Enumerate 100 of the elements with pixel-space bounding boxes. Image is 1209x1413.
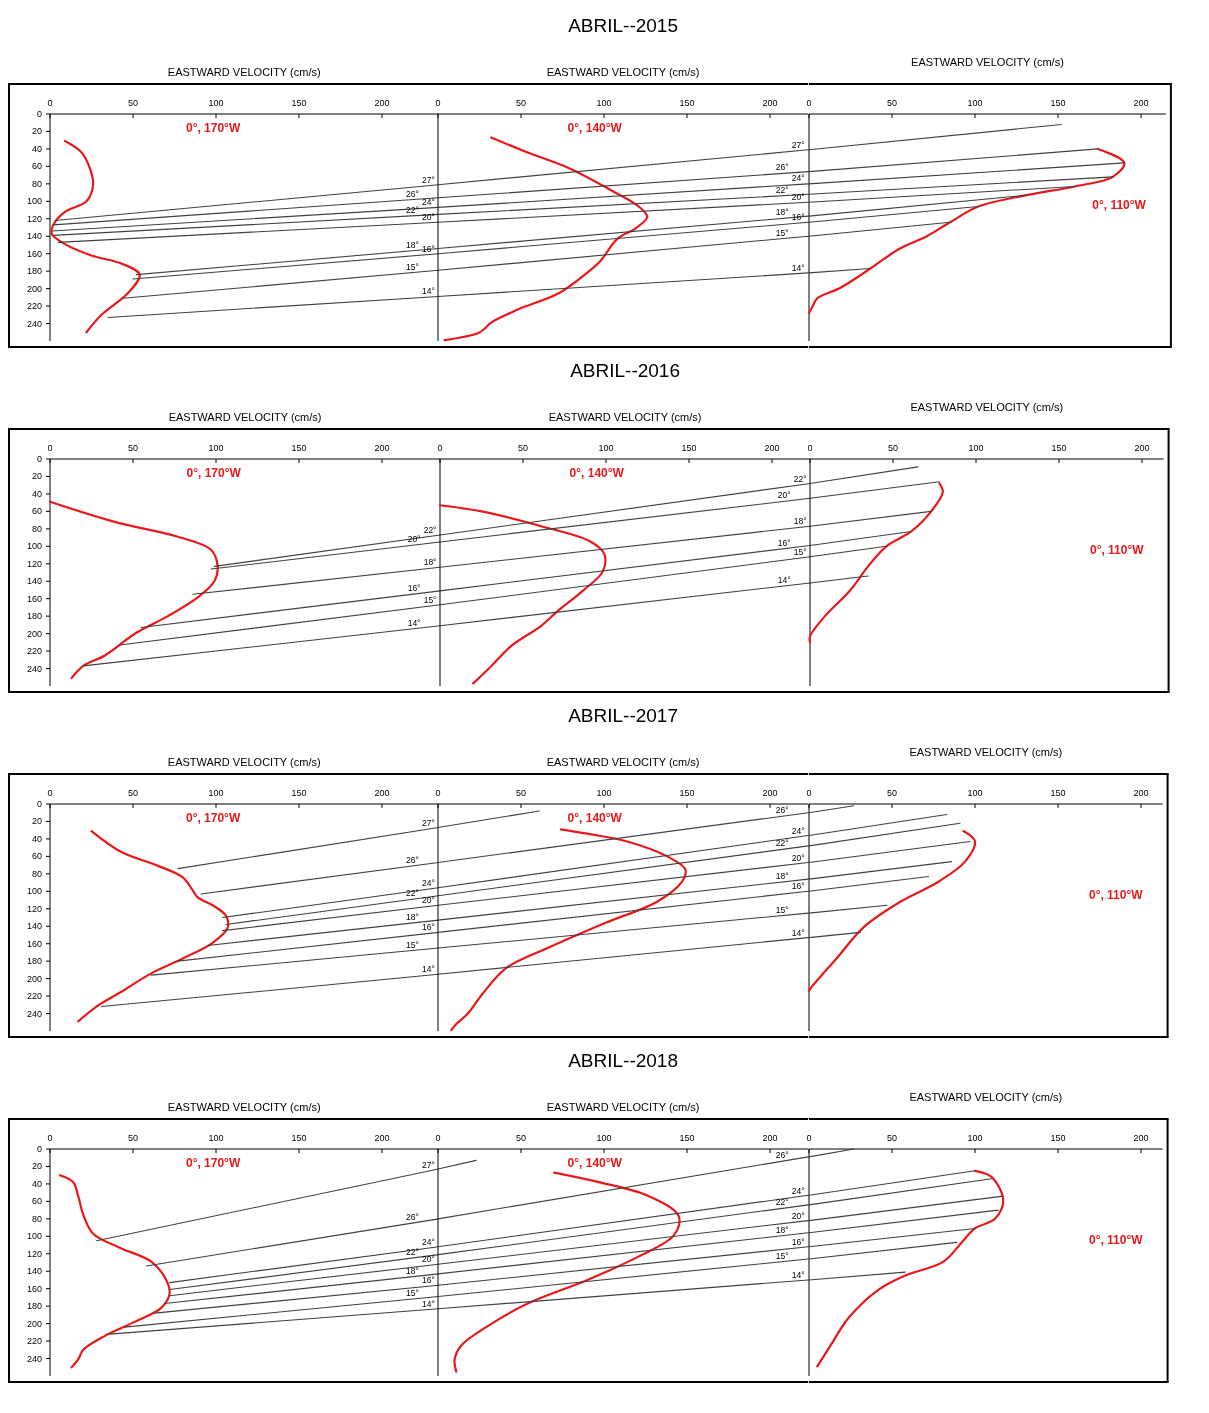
y-tick-label: 120	[26, 903, 42, 914]
series-label: 16°	[777, 537, 791, 548]
x-tick-label: 50	[888, 443, 899, 453]
x-tick-label: 0	[806, 788, 812, 798]
series-label: 14°	[422, 1298, 435, 1309]
y-tick-label: 200	[26, 283, 42, 294]
y-tick-label: 80	[31, 868, 42, 879]
series-label: 18°	[406, 911, 419, 922]
series-label: 16°	[792, 881, 806, 892]
y-tick-label: 220	[26, 646, 42, 657]
x-tick-label: 50	[886, 1133, 897, 1143]
chart-title: ABRIL--2016	[570, 360, 681, 381]
y-tick-label: 20	[31, 816, 42, 827]
x-tick-label: 100	[208, 98, 224, 108]
x-tick-label: 100	[596, 1133, 612, 1143]
series-label: 24°	[422, 878, 435, 889]
x-tick-label: 200	[1134, 443, 1150, 453]
x-tick-label: 150	[1050, 1133, 1066, 1143]
x-axis-title: EASTWARD VELOCITY (cm/s)	[547, 1101, 700, 1113]
x-tick-label: 0	[435, 98, 441, 108]
series-label: 24°	[422, 197, 435, 208]
series-label: 26°	[406, 188, 419, 199]
x-axis-title: EASTWARD VELOCITY (cm/s)	[167, 1101, 321, 1113]
y-tick-label: 0	[36, 799, 42, 809]
y-tick-label: 160	[26, 248, 42, 259]
series-label: 14°	[422, 964, 435, 975]
text: 0°, 110°W	[1088, 888, 1143, 903]
series-label: 24°	[792, 825, 806, 836]
x-tick-label: 100	[208, 788, 224, 798]
x-tick-label: 200	[374, 788, 390, 798]
series-label: 18°	[776, 207, 790, 218]
y-tick-label: 240	[26, 663, 42, 674]
y-tick-label: 20	[31, 471, 42, 482]
series-label: 16°	[792, 1236, 806, 1247]
x-axis-title: EASTWARD VELOCITY (cm/s)	[909, 1091, 1062, 1103]
series-label: 22°	[406, 1247, 419, 1258]
y-tick-label: 60	[31, 851, 42, 862]
x-tick-label: 150	[291, 98, 307, 108]
x-tick-label: 200	[762, 1133, 778, 1143]
series-label: 0°, 110°W	[1091, 198, 1147, 213]
y-tick-label: 220	[26, 301, 42, 312]
x-tick-label: 0	[437, 443, 443, 453]
x-axis-title: EASTWARD VELOCITY (cm/s)	[910, 401, 1064, 413]
series-label: 20°	[792, 191, 806, 202]
x-axis-title: EASTWARD VELOCITY (cm/s)	[167, 756, 321, 768]
x-tick-label: 150	[291, 443, 307, 453]
x-tick-label: 50	[886, 98, 897, 108]
x-tick-label: 100	[967, 98, 983, 108]
x-axis-title: EASTWARD VELOCITY (cm/s)	[547, 756, 700, 768]
x-tick-label: 0	[47, 443, 53, 453]
x-tick-label: 150	[1050, 788, 1066, 798]
series-label: 15°	[406, 261, 419, 272]
x-tick-label: 50	[127, 788, 139, 798]
x-tick-label: 100	[968, 443, 984, 453]
series-label: 24°	[422, 1237, 435, 1248]
x-tick-label: 150	[291, 1133, 307, 1143]
y-tick-label: 140	[26, 1266, 42, 1277]
series-label: 14°	[777, 574, 791, 585]
series-label: 15°	[776, 227, 790, 238]
x-tick-label: 0	[435, 1133, 441, 1143]
x-tick-label: 100	[598, 443, 614, 453]
x-tick-label: 100	[208, 1133, 224, 1143]
text: 0°, 110°W	[1090, 543, 1145, 558]
x-tick-label: 200	[374, 1133, 390, 1143]
x-axis-title: EASTWARD VELOCITY (cm/s)	[167, 66, 321, 78]
x-tick-label: 150	[679, 98, 695, 108]
series-label: 18°	[423, 557, 437, 568]
series-label: 20°	[777, 490, 791, 501]
text: 0°, 140°W	[569, 466, 625, 480]
series-label: 15°	[423, 595, 437, 606]
series-label: 27°	[792, 139, 806, 150]
y-tick-label: 40	[31, 833, 42, 844]
y-tick-label: 240	[26, 1353, 42, 1364]
x-tick-label: 0	[807, 443, 813, 453]
series-label: 26°	[776, 1150, 790, 1161]
x-tick-label: 200	[1133, 98, 1149, 108]
x-tick-label: 50	[127, 443, 139, 453]
x-axis-title: EASTWARD VELOCITY (cm/s)	[909, 746, 1062, 758]
series-label: 22°	[423, 525, 437, 536]
series-label: 27°	[422, 1160, 435, 1171]
series-label: 14°	[422, 286, 435, 297]
x-tick-label: 150	[679, 788, 695, 798]
x-tick-label: 150	[1051, 443, 1067, 453]
x-tick-label: 0	[435, 788, 441, 798]
y-tick-label: 0	[36, 1144, 42, 1154]
series-label: 26°	[776, 805, 790, 816]
text: 0°, 140°W	[568, 121, 623, 135]
y-tick-label: 200	[26, 628, 42, 639]
x-tick-label: 0	[806, 1133, 812, 1143]
series-label: 14°	[792, 927, 806, 938]
x-tick-label: 200	[762, 98, 778, 108]
y-tick-label: 180	[26, 266, 42, 277]
y-tick-label: 160	[26, 938, 42, 949]
series-label: 18°	[793, 516, 807, 527]
series-label: 27°	[422, 174, 435, 185]
series-label: 20°	[792, 852, 806, 863]
text: 0°, 170°W	[185, 1156, 241, 1170]
series-label: 14°	[792, 262, 806, 273]
y-tick-label: 20	[31, 126, 42, 137]
text: 0°, 110°W	[1088, 1233, 1143, 1248]
